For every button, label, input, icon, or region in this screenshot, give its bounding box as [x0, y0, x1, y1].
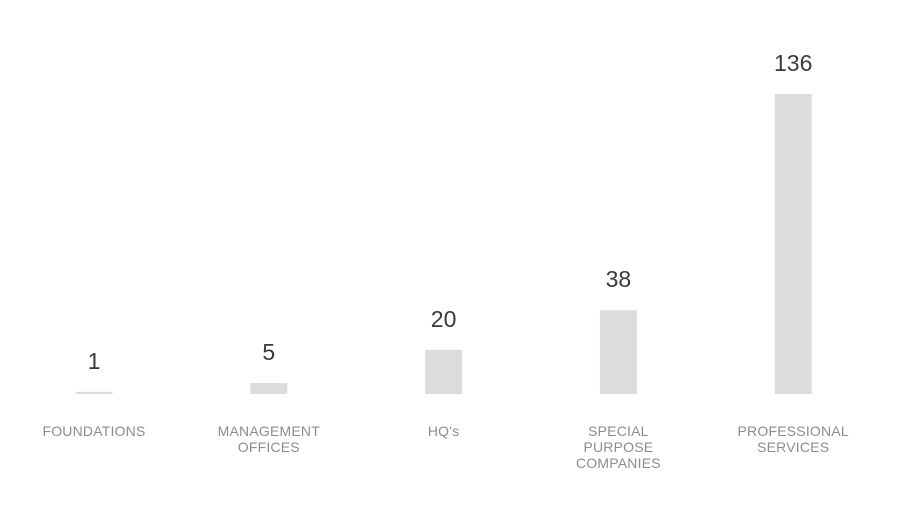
- bar: [774, 94, 812, 394]
- bar: [425, 349, 463, 394]
- x-tick-label: HQ's: [427, 423, 460, 439]
- value-label: 136: [774, 50, 813, 76]
- value-label: 38: [605, 266, 632, 293]
- value-label: 20: [430, 305, 457, 332]
- x-tick-label: FOUNDATIONS: [42, 423, 146, 439]
- value-label: 1: [87, 347, 101, 374]
- bar: [75, 391, 113, 394]
- bar: [599, 310, 637, 394]
- x-tick-label: MANAGEMENT OFFICES: [217, 423, 320, 455]
- value-label: 5: [262, 338, 276, 365]
- x-tick-label: SPECIAL PURPOSE COMPANIES: [576, 423, 661, 471]
- x-tick-label: PROFESSIONAL SERVICES: [737, 423, 849, 455]
- bar: [250, 382, 288, 394]
